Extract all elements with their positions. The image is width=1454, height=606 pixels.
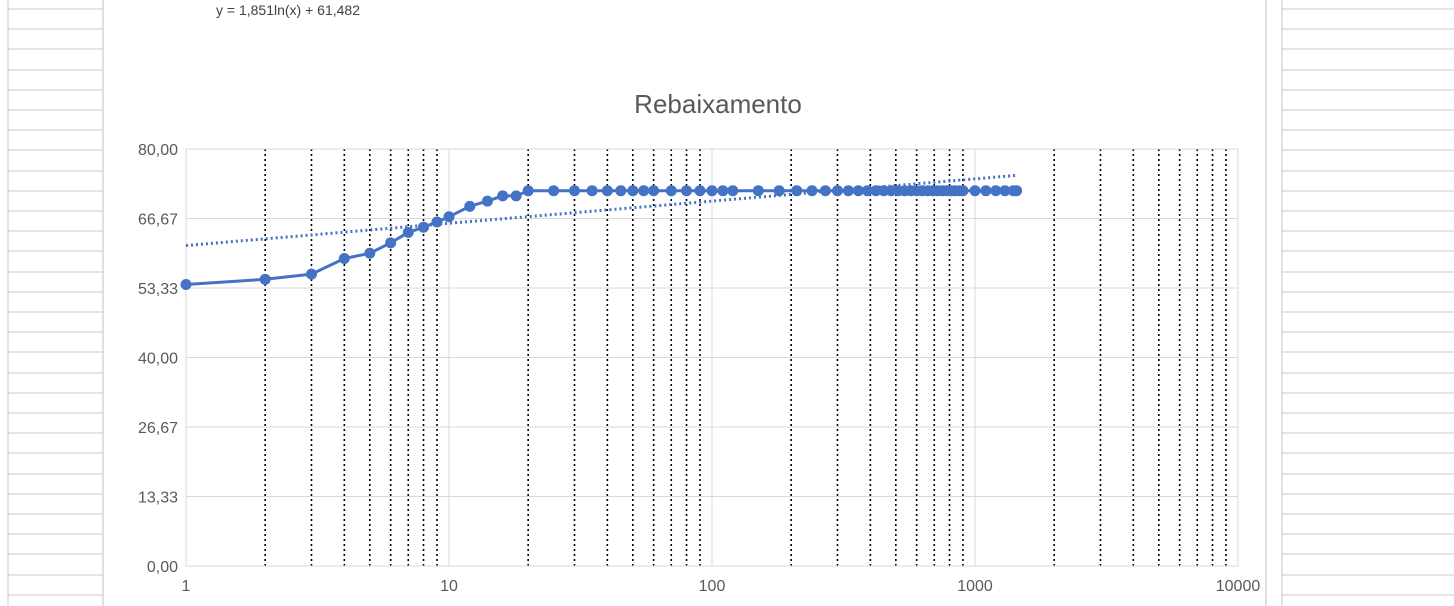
data-point: [601, 185, 613, 197]
data-point: [638, 185, 650, 197]
data-point: [717, 185, 729, 197]
data-point: [418, 221, 430, 233]
chart-title: Rebaixamento: [634, 89, 802, 119]
data-point: [402, 226, 414, 238]
data-point: [870, 185, 882, 197]
data-point: [431, 216, 443, 228]
data-point: [999, 185, 1011, 197]
trendline-equation: y = 1,851ln(x) + 61,482: [216, 2, 360, 18]
data-point: [694, 185, 706, 197]
data-point: [791, 185, 803, 197]
data-point: [831, 185, 843, 197]
data-point: [852, 185, 864, 197]
data-point: [586, 185, 598, 197]
data-point: [648, 185, 660, 197]
y-tick-label: 40,00: [138, 351, 178, 368]
data-point: [615, 185, 627, 197]
data-point: [752, 185, 764, 197]
data-point: [681, 185, 693, 197]
data-point: [338, 252, 350, 264]
data-point: [627, 185, 639, 197]
y-tick-label: 0,00: [147, 559, 178, 576]
data-point: [510, 190, 522, 202]
y-tick-label: 26,67: [138, 420, 178, 437]
data-point: [806, 185, 818, 197]
data-point: [773, 185, 785, 197]
data-point: [842, 185, 854, 197]
data-point: [180, 279, 192, 291]
data-point: [727, 185, 739, 197]
data-point: [522, 185, 534, 197]
data-point: [990, 185, 1002, 197]
chart-background: [103, 0, 1266, 606]
data-point: [665, 185, 677, 197]
data-point: [861, 185, 873, 197]
x-tick-label: 100: [699, 578, 726, 595]
data-point: [464, 200, 476, 212]
y-tick-label: 66,67: [138, 211, 178, 228]
data-point: [548, 185, 560, 197]
data-point: [706, 185, 718, 197]
x-tick-label: 10: [440, 578, 458, 595]
data-point: [305, 268, 317, 280]
data-point: [980, 185, 992, 197]
axes: 0,00 13,33 26,67 40,00 53,33 66,67 80,00 1 10 100…: [138, 142, 1260, 595]
x-tick-label: 1000: [957, 578, 993, 595]
data-point: [497, 190, 509, 202]
y-tick-label: 80,00: [138, 142, 178, 159]
gridlines: [185, 148, 1239, 567]
data-point: [481, 195, 493, 207]
data-point: [957, 185, 969, 197]
x-tick-label: 10000: [1216, 578, 1261, 595]
data-point: [1011, 185, 1023, 197]
data-point: [259, 273, 271, 285]
data-point: [819, 185, 831, 197]
y-tick-label: 13,33: [138, 490, 178, 507]
trendline-path: [185, 173, 1017, 247]
data-point: [385, 237, 397, 249]
data-point: [364, 247, 376, 259]
trendline: [185, 173, 1017, 247]
data-series: [180, 185, 1023, 291]
y-tick-label: 53,33: [138, 281, 178, 298]
plot-frame: [185, 148, 1239, 567]
data-point: [969, 185, 981, 197]
data-point: [568, 185, 580, 197]
x-tick-label: 1: [182, 578, 191, 595]
data-point: [443, 211, 455, 223]
